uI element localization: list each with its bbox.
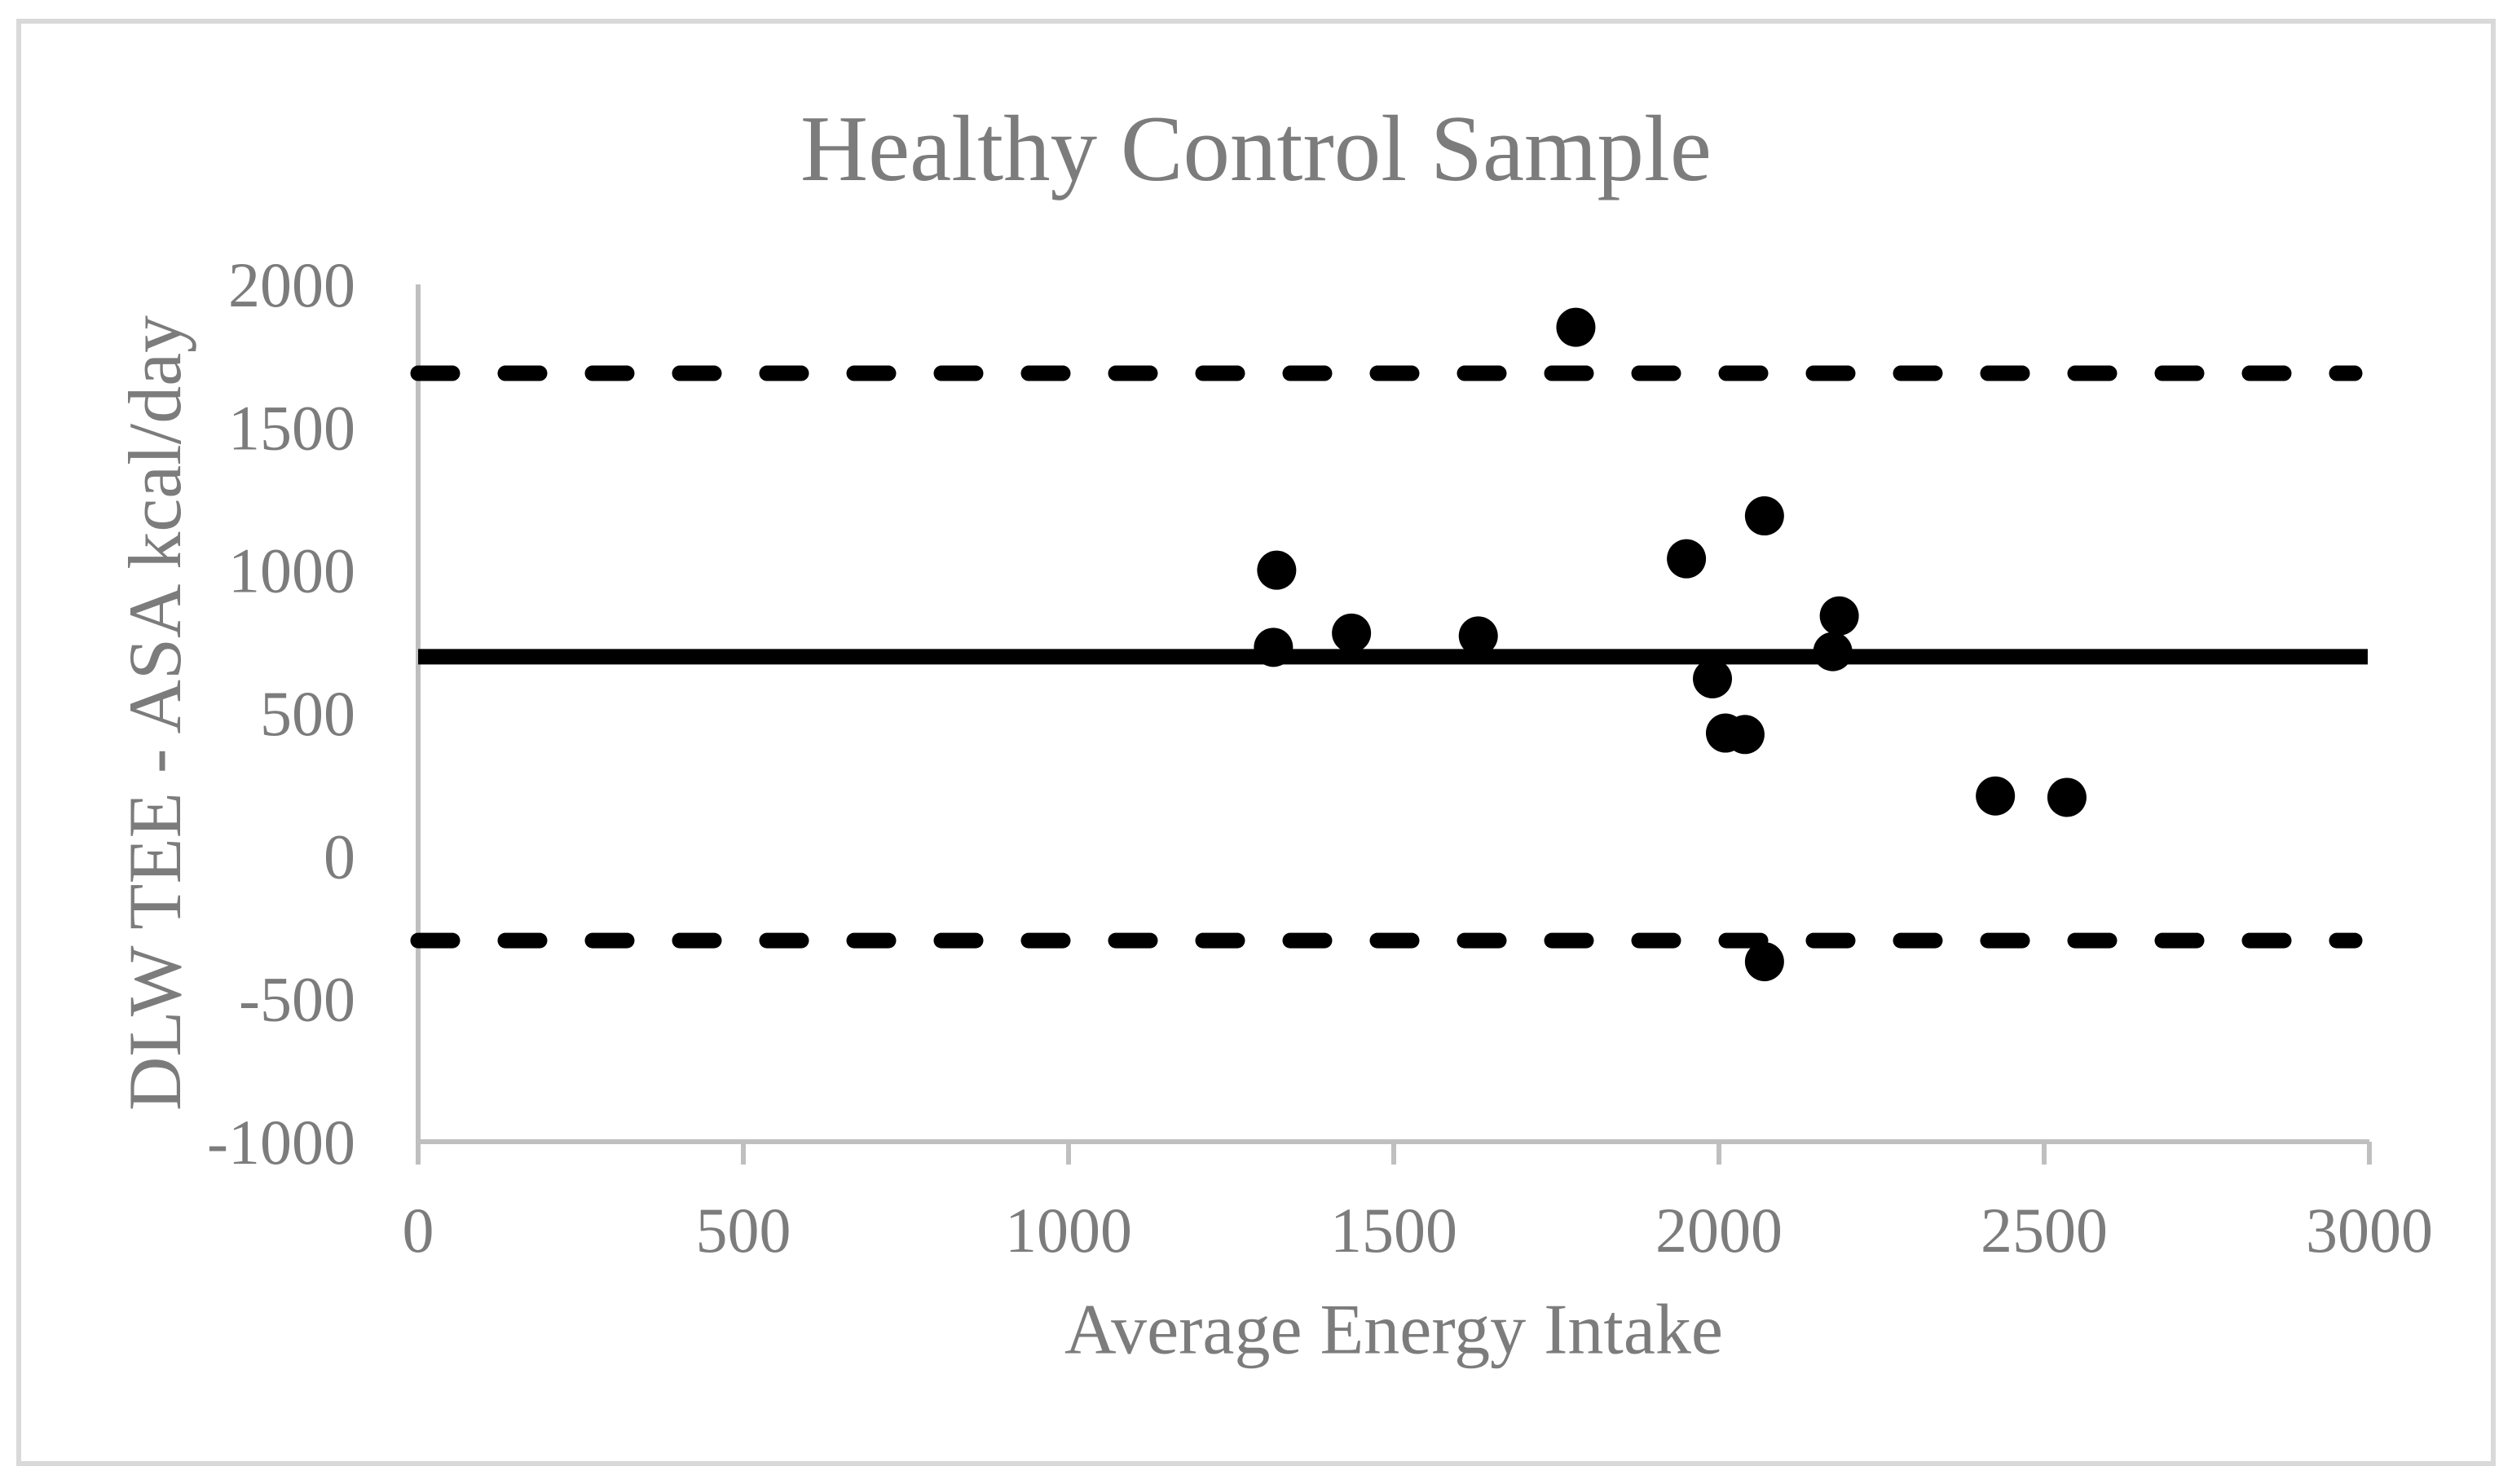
data-point xyxy=(1725,715,1765,755)
y-tick-label: -500 xyxy=(239,964,355,1035)
data-point xyxy=(1667,539,1707,579)
y-tick-label: 1000 xyxy=(228,535,355,606)
y-tick-label: 1500 xyxy=(228,392,355,463)
x-tick-label: 1000 xyxy=(1005,1195,1132,1266)
x-tick-label: 2500 xyxy=(1981,1195,2108,1266)
x-tick-label: 3000 xyxy=(2306,1195,2433,1266)
chart-title: Healthy Control Sample xyxy=(800,97,1712,200)
data-point xyxy=(2047,777,2087,817)
data-point xyxy=(1976,776,2016,816)
data-point xyxy=(1744,942,1784,982)
data-point xyxy=(1693,658,1733,698)
data-point xyxy=(1332,613,1372,653)
data-point xyxy=(1813,632,1853,672)
x-tick-label: 1500 xyxy=(1330,1195,1457,1266)
chart-border xyxy=(16,19,2496,1466)
x-tick-label: 2000 xyxy=(1655,1195,1783,1266)
y-tick-label: 2000 xyxy=(228,249,355,320)
data-point xyxy=(1458,616,1498,656)
y-tick-label: -1000 xyxy=(207,1107,355,1178)
data-point xyxy=(1556,307,1596,347)
data-point xyxy=(1819,596,1859,636)
y-tick-label: 500 xyxy=(260,678,355,749)
y-tick-label: 0 xyxy=(324,821,355,892)
x-tick-label: 500 xyxy=(696,1195,791,1266)
data-point xyxy=(1744,496,1784,536)
data-point xyxy=(1257,550,1297,590)
data-point xyxy=(1254,628,1293,667)
x-axis-title: Average Energy Intake xyxy=(1064,1290,1723,1370)
x-tick-label: 0 xyxy=(403,1195,434,1266)
